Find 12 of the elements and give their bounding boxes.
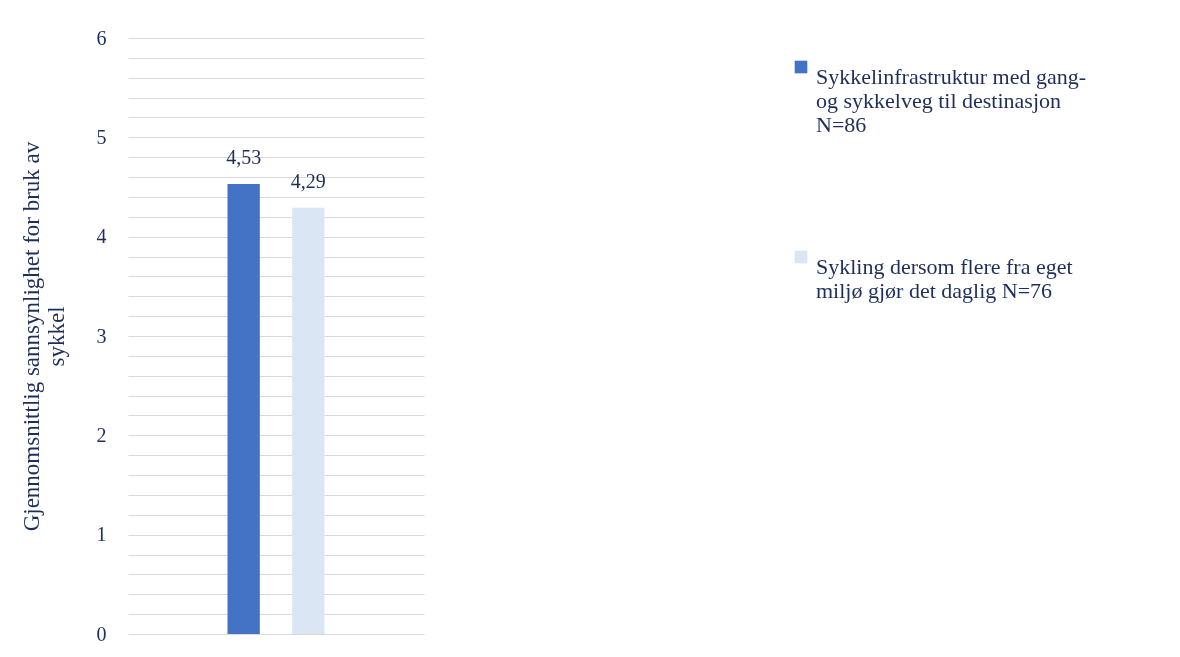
y-tick-label: 5: [96, 125, 107, 148]
data-label: 4,53: [226, 146, 262, 169]
data-label: 4,29: [290, 169, 326, 192]
y-tick-label: 0: [96, 622, 107, 645]
y-axis-title: Gjennomsnittlig sannsynlighet for bruk av sykkel: [18, 141, 69, 532]
legend-label: Sykling dersom flere fra eget miljø gjør det daglig N=76: [816, 254, 1073, 303]
y-tick-label: 6: [96, 26, 107, 49]
legend-label: Sykkelinfrastruktur med gang-og sykkelveg til destinasjon N=86: [816, 64, 1087, 137]
y-tick-label: 4: [96, 225, 107, 248]
y-tick-label: 3: [96, 324, 107, 347]
y-tick-label: 2: [96, 423, 107, 446]
y-tick-label: 1: [96, 523, 107, 546]
